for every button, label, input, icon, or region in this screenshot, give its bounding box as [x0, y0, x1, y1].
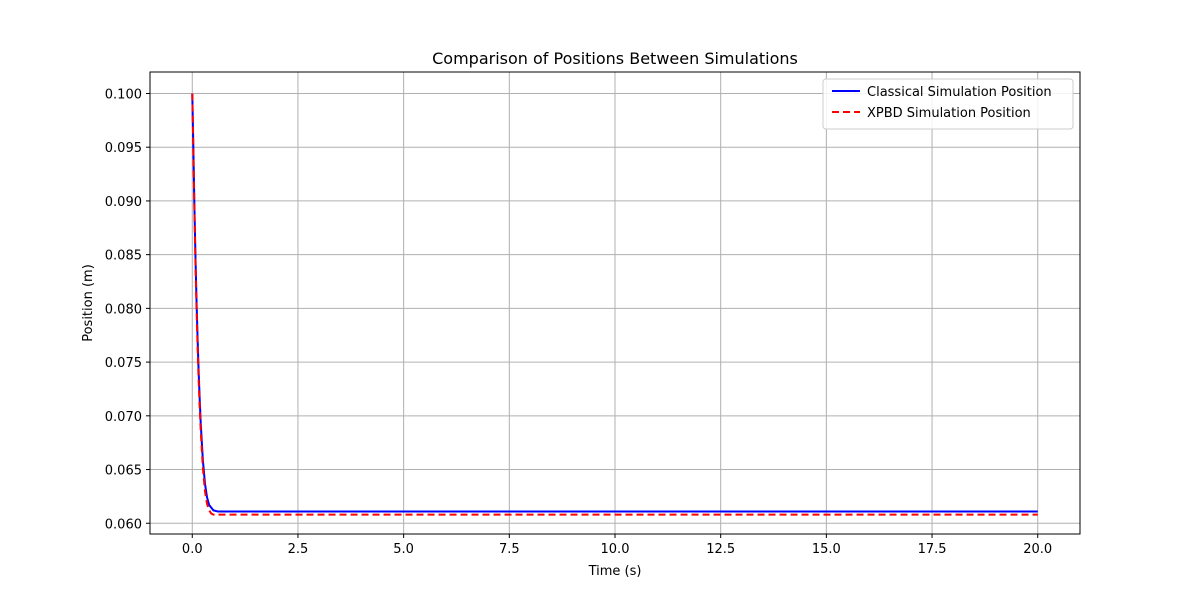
- y-tick-label: 0.080: [105, 302, 142, 317]
- x-tick-label: 12.5: [706, 542, 735, 557]
- x-tick-label: 15.0: [812, 542, 841, 557]
- y-axis-ticks: 0.060 0.065 0.070 0.075 0.080 0.085 0.090 0.095…: [105, 87, 150, 532]
- series-line-0: [191, 93, 1038, 513]
- y-tick-label: 0.070: [105, 410, 142, 425]
- x-tick-label: 2.5: [288, 542, 309, 557]
- x-tick-label: 20.0: [1023, 542, 1052, 557]
- grid-lines: [150, 72, 1080, 534]
- legend-label-0: Classical Simulation Position: [867, 85, 1052, 100]
- legend-label-1: XPBD Simulation Position: [867, 106, 1031, 121]
- legend: Classical Simulation Position XPBD Simula…: [822, 78, 1074, 130]
- series-lines: [191, 93, 1038, 516]
- x-tick-label: 17.5: [918, 542, 947, 557]
- legend-box: [822, 78, 1074, 130]
- x-tick-label: 10.0: [601, 542, 630, 557]
- y-axis-label: Position (m): [81, 264, 96, 342]
- x-tick-label: 0.0: [182, 542, 203, 557]
- x-tick-label: 5.0: [393, 542, 414, 557]
- x-axis-label: Time (s): [588, 564, 642, 579]
- x-axis-ticks: 0.0 2.5 5.0 7.5 10.0 12.5 15.0 17.5 20.0: [182, 534, 1052, 557]
- x-tick-label: 7.5: [499, 542, 520, 557]
- chart-title: Comparison of Positions Between Simulati…: [432, 49, 798, 68]
- y-tick-label: 0.095: [105, 141, 142, 156]
- y-tick-label: 0.100: [105, 87, 142, 102]
- y-tick-label: 0.085: [105, 249, 142, 264]
- series-line-1: [191, 93, 1038, 516]
- y-tick-label: 0.090: [105, 195, 142, 210]
- y-tick-label: 0.065: [105, 464, 142, 479]
- y-tick-label: 0.060: [105, 517, 142, 532]
- y-tick-label: 0.075: [105, 356, 142, 371]
